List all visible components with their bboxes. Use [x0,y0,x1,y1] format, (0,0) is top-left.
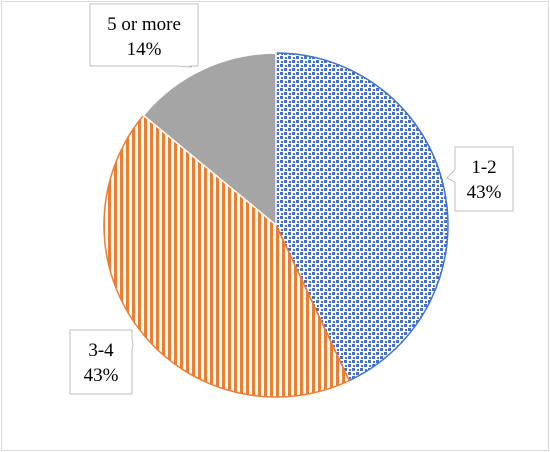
pie-slice-1-2 [275,52,449,382]
slice-percent-label: 43% [84,365,119,386]
data-label-5-or-more: 5 or more 14% [89,3,199,68]
pie-slice-5-or-more [142,52,277,227]
callout-box [446,146,514,212]
slice-percent-label: 43% [467,182,502,203]
pie-slice-3-4 [103,114,351,398]
slice-category-label: 3-4 [88,340,114,361]
slice-percent-label: 14% [127,39,162,60]
data-label-3-4: 3-443% [69,329,134,395]
callout-box [89,3,199,68]
data-label-1-2: 1-243% [446,146,514,212]
slice-category-label: 1-2 [471,157,496,178]
slice-category-label: 5 or more [107,14,181,35]
callout-box [69,329,134,395]
